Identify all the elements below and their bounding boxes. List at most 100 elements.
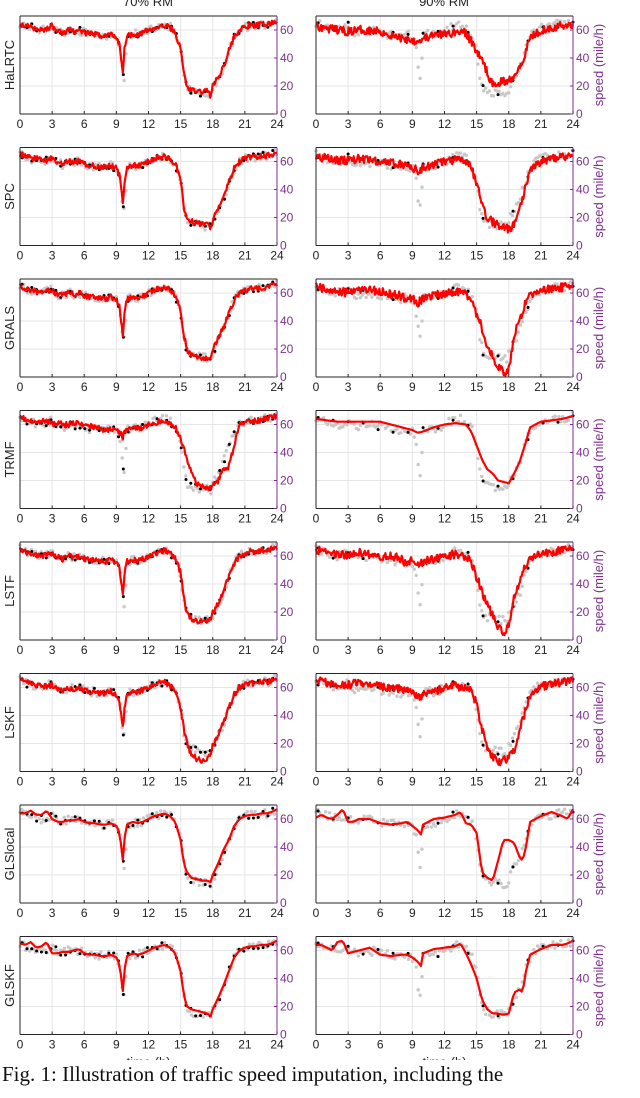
observed-point — [25, 947, 29, 951]
observed-point — [391, 951, 395, 955]
ground-truth-point — [112, 430, 117, 434]
ground-truth-point — [197, 615, 201, 619]
observed-point — [346, 20, 350, 24]
x-axis-label: time (h) — [126, 1055, 170, 1061]
observed-point — [261, 946, 265, 950]
x-tick-label: 18 — [206, 643, 220, 657]
x-tick-label: 18 — [502, 906, 516, 920]
ground-truth-point — [566, 418, 571, 422]
observed-point — [198, 487, 202, 491]
x-tick-label: 12 — [438, 380, 452, 394]
x-tick-label: 15 — [174, 643, 188, 657]
ground-truth-point — [87, 430, 92, 435]
ground-truth-point — [364, 295, 368, 300]
observed-point — [30, 813, 34, 817]
ground-truth-point — [455, 940, 459, 944]
ground-truth-point — [370, 953, 374, 957]
y-tick-label: 20 — [576, 79, 590, 93]
ground-truth-point — [447, 817, 451, 822]
x-tick-label: 15 — [470, 380, 484, 394]
ground-truth-point — [532, 159, 536, 163]
ground-truth-point — [510, 736, 515, 740]
ground-truth-point — [268, 419, 273, 423]
y-tick-label: 20 — [280, 211, 294, 225]
y-tick-label: 40 — [280, 709, 294, 723]
ground-truth-point — [507, 91, 511, 95]
ground-truth-point — [520, 584, 524, 589]
ground-truth-point — [559, 939, 563, 943]
x-tick-label: 6 — [377, 380, 384, 394]
ground-truth-point — [449, 949, 453, 953]
y-tick-label: 0 — [280, 1028, 287, 1042]
observed-point — [35, 949, 39, 953]
ground-truth-point — [518, 323, 523, 327]
x-tick-label: 0 — [17, 775, 24, 789]
y-tick-label: 40 — [280, 51, 294, 65]
observed-point — [203, 616, 207, 620]
x-tick-label: 15 — [174, 249, 188, 263]
x-tick-label: 0 — [17, 643, 24, 657]
ground-truth-point — [420, 975, 424, 979]
ground-truth-point — [553, 414, 557, 418]
y-tick-label: 60 — [576, 681, 590, 695]
x-tick-label: 15 — [470, 1038, 484, 1052]
y-tick-label: 0 — [280, 633, 287, 647]
y-tick-label: 40 — [576, 183, 590, 197]
ground-truth-point — [318, 19, 322, 23]
x-tick-label: 18 — [206, 775, 220, 789]
y-tick-label: 20 — [576, 868, 590, 882]
ground-truth-point — [516, 200, 521, 205]
ground-truth-point — [497, 878, 501, 882]
ground-truth-point — [253, 809, 257, 814]
ground-truth-point — [464, 944, 469, 949]
ground-truth-point — [43, 948, 47, 952]
observed-point — [421, 31, 425, 35]
ground-truth-point — [514, 995, 519, 999]
ground-truth-point — [414, 314, 418, 318]
ground-truth-point — [381, 691, 386, 695]
observed-point — [194, 745, 198, 749]
observed-point — [451, 286, 455, 290]
y-tick-label: 60 — [280, 812, 294, 826]
y-tick-label: 0 — [576, 502, 583, 516]
ground-truth-point — [402, 824, 407, 829]
observed-point — [376, 947, 380, 951]
ground-truth-point — [379, 824, 384, 828]
ground-truth-point — [414, 573, 418, 577]
ground-truth-point — [491, 880, 496, 884]
x-tick-label: 9 — [113, 117, 120, 131]
ground-truth-point — [414, 45, 418, 50]
ground-truth-point — [356, 555, 361, 560]
x-tick-label: 6 — [377, 512, 384, 526]
ground-truth-point — [481, 1008, 486, 1012]
ground-truth-point — [124, 583, 128, 588]
x-tick-label: 3 — [345, 906, 352, 920]
ground-truth-point — [182, 465, 186, 469]
ground-truth-point — [555, 282, 559, 286]
ground-truth-point — [433, 950, 438, 954]
observed-point — [59, 953, 63, 957]
ground-truth-point — [153, 686, 157, 690]
imputed-line — [18, 545, 279, 625]
ground-truth-point — [137, 948, 142, 953]
column-title-90rm: 90% RM — [419, 0, 469, 9]
ground-truth-point — [420, 847, 424, 851]
observed-point — [59, 822, 63, 826]
ground-truth-point — [327, 555, 332, 559]
observed-point — [198, 94, 202, 98]
x-tick-label: 18 — [502, 1038, 516, 1052]
ground-truth-point — [49, 415, 53, 420]
ground-truth-point — [239, 549, 244, 553]
observed-point — [78, 426, 82, 430]
ground-truth-point — [464, 24, 469, 28]
ground-truth-point — [476, 62, 480, 66]
ground-truth-point — [381, 817, 386, 822]
y-tick-label: 20 — [576, 474, 590, 488]
y-tick-label: 40 — [576, 446, 590, 460]
y-tick-label: 20 — [280, 474, 294, 488]
x-tick-label: 12 — [438, 1038, 452, 1052]
ground-truth-point — [416, 462, 420, 467]
ground-truth-point — [197, 883, 201, 888]
x-tick-label: 0 — [17, 512, 24, 526]
